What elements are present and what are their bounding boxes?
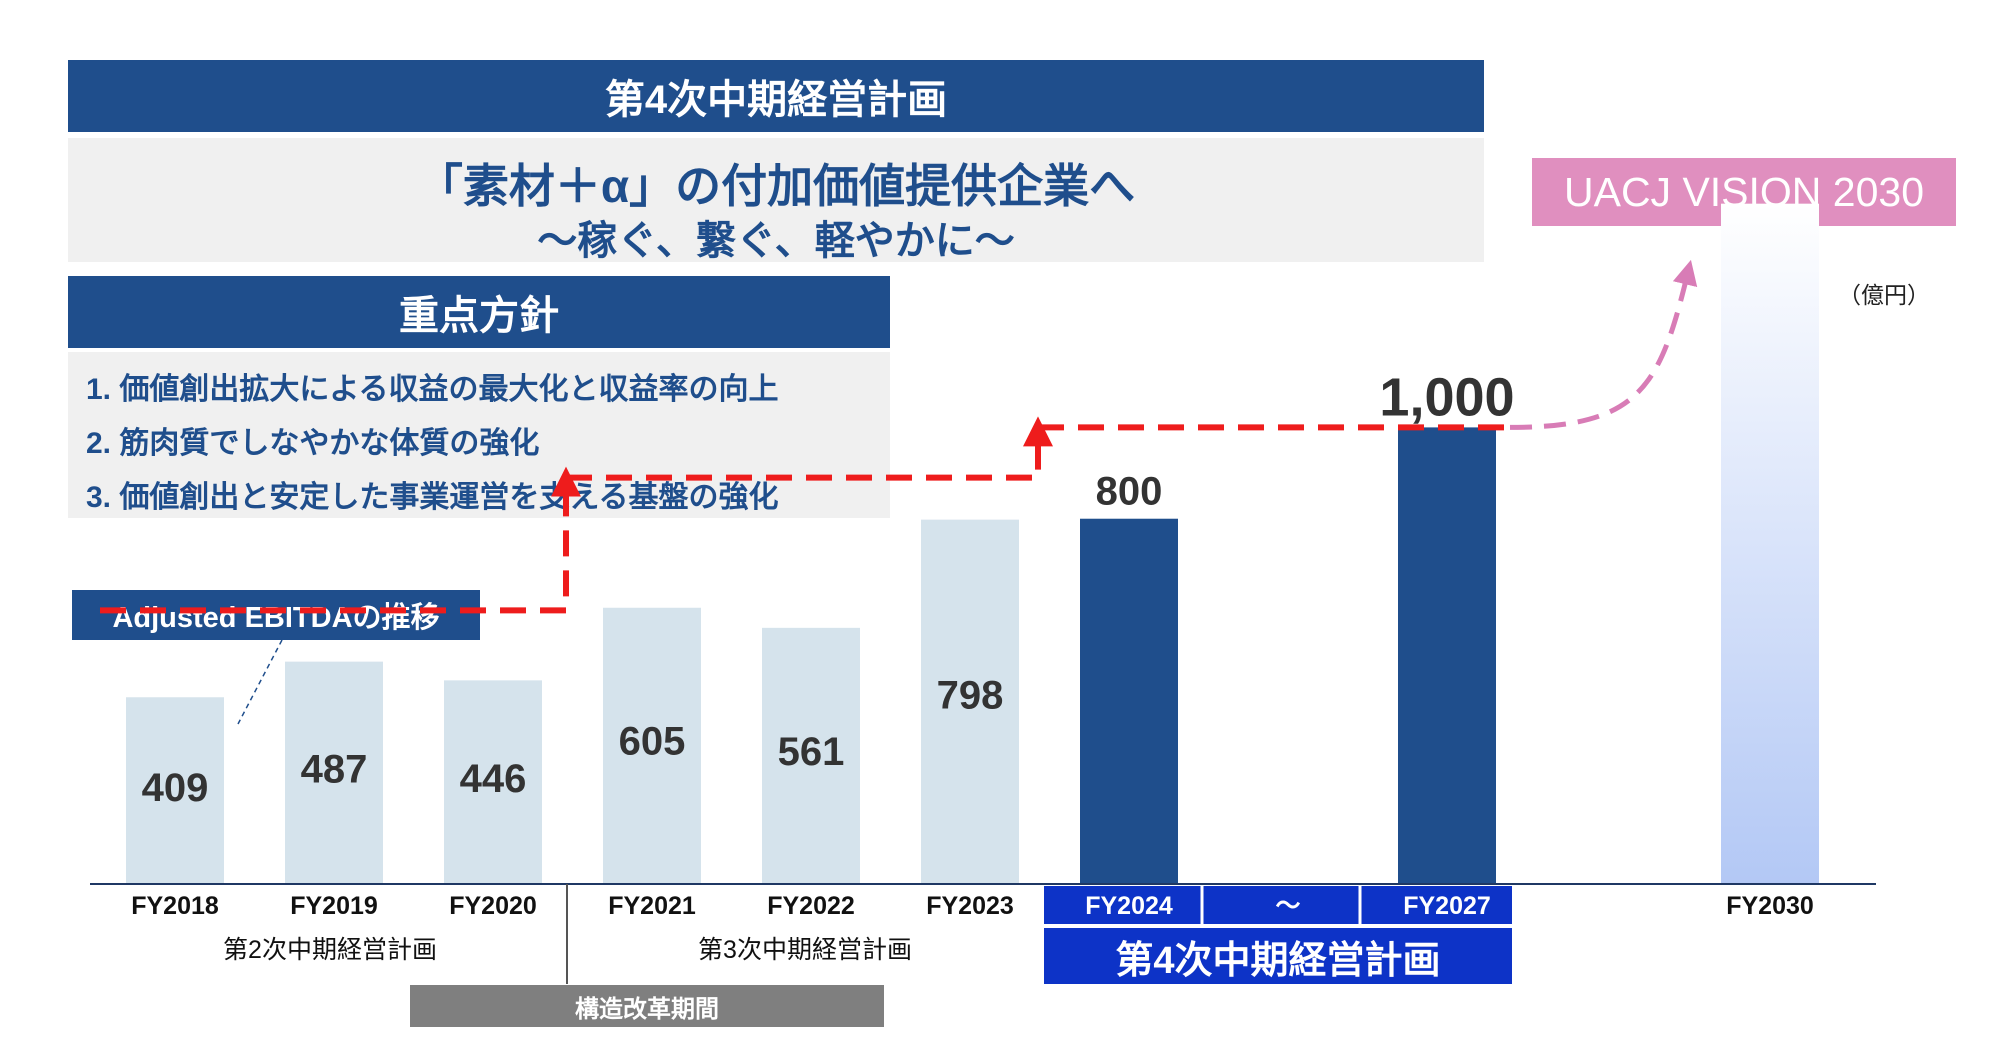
bar-fy2021 bbox=[603, 607, 701, 884]
x-tick-gap: ～ bbox=[1275, 892, 1300, 920]
plan4-axis-strip bbox=[1044, 886, 1512, 924]
chart-step-line bbox=[100, 259, 1698, 725]
value-label-fy2020: 446 bbox=[460, 757, 527, 801]
x-tick-fy2018: FY2018 bbox=[131, 892, 219, 920]
x-tick-fy2019: FY2019 bbox=[290, 892, 378, 920]
step-line-segment-1 bbox=[100, 466, 581, 614]
bar-fy2027 bbox=[1398, 427, 1496, 884]
bar-fy2022 bbox=[762, 627, 860, 884]
period-plan4-label: 第4次中期経営計画 bbox=[1044, 928, 1512, 984]
chart-legend-label: Adjusted EBITDAの推移 bbox=[72, 590, 480, 640]
chart-value-labels: 409 487 446 605 561 798 800 1,000 bbox=[142, 367, 1515, 809]
value-label-fy2019: 487 bbox=[301, 747, 368, 791]
legend-leader-line bbox=[237, 639, 283, 725]
bar-fy2018 bbox=[126, 697, 224, 884]
x-tick-fy2021: FY2021 bbox=[608, 892, 696, 920]
period-plan3-label: 第3次中期経営計画 bbox=[698, 936, 912, 964]
value-label-fy2018: 409 bbox=[142, 766, 209, 810]
x-tick-fy2020: FY2020 bbox=[449, 892, 537, 920]
bar-fy2024 bbox=[1080, 518, 1178, 884]
chart-bars bbox=[126, 203, 1819, 884]
period-plan2-label: 第2次中期経営計画 bbox=[223, 936, 437, 964]
bar-fy2020 bbox=[444, 680, 542, 884]
value-label-fy2027: 1,000 bbox=[1379, 367, 1514, 427]
policy-title: 重点方針 bbox=[68, 276, 890, 348]
value-label-fy2021: 605 bbox=[619, 719, 686, 763]
value-label-fy2023: 798 bbox=[937, 674, 1004, 718]
period-reform-label: 構造改革期間 bbox=[410, 985, 884, 1027]
policy-item-2: 2. 筋肉質でしなやかな体質の強化 bbox=[86, 427, 540, 460]
tagline-box: 「素材＋α」の付加価値提供企業へ ～稼ぐ、繋ぐ、軽やかに～ bbox=[68, 138, 1484, 263]
x-tick-fy2030: FY2030 bbox=[1726, 892, 1814, 920]
x-tick-fy2027: FY2027 bbox=[1403, 892, 1491, 920]
bar-fy2023 bbox=[921, 519, 1019, 884]
x-tick-fy2022: FY2022 bbox=[767, 892, 855, 920]
bar-fy2019 bbox=[285, 661, 383, 884]
vision-arrow bbox=[1509, 259, 1698, 430]
policy-list: 1. 価値創出拡大による収益の最大化と収益率の向上 2. 筋肉質でしなやかな体質… bbox=[68, 352, 890, 518]
chart-x-axis: FY2018 FY2019 FY2020 FY2021 FY2022 FY2023 FY20… bbox=[90, 883, 1876, 984]
x-tick-fy2023: FY2023 bbox=[926, 892, 1014, 920]
step-line-segment-2 bbox=[566, 416, 1053, 481]
tagline-sub: ～稼ぐ、繋ぐ、軽やかに～ bbox=[537, 219, 1015, 263]
policy-item-1: 1. 価値創出拡大による収益の最大化と収益率の向上 bbox=[86, 373, 779, 406]
tagline-main: 「素材＋α」の付加価値提供企業へ bbox=[416, 160, 1136, 212]
unit-label: （億円） bbox=[1838, 282, 1930, 308]
value-label-fy2024: 800 bbox=[1096, 470, 1163, 514]
x-tick-fy2024: FY2024 bbox=[1085, 892, 1173, 920]
value-label-fy2022: 561 bbox=[778, 730, 845, 774]
bar-fy2030 bbox=[1721, 203, 1819, 884]
policy-item-3: 3. 価値創出と安定した事業運営を支える基盤の強化 bbox=[86, 481, 779, 514]
plan-title-banner: 第4次中期経営計画 bbox=[68, 60, 1484, 132]
